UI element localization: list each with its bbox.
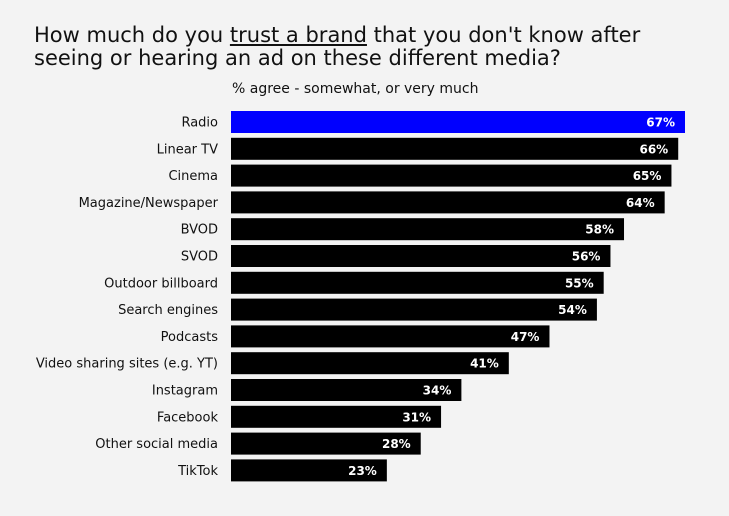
bar-facebook	[231, 405, 442, 428]
category-label-podcasts: Podcasts	[161, 330, 219, 345]
category-label-video-sharing-sites-e-g-yt: Video sharing sites (e.g. YT)	[36, 357, 218, 372]
chart-title: How much do you trust a brand that you d…	[34, 24, 714, 70]
category-label-magazine-newspaper: Magazine/Newspaper	[79, 196, 219, 211]
value-label-svod: 56%	[572, 250, 601, 264]
category-label-other-social-media: Other social media	[95, 437, 218, 452]
value-label-linear-tv: 66%	[639, 142, 668, 156]
value-label-video-sharing-sites-e-g-yt: 41%	[470, 357, 499, 371]
title-text-2: that you don't know after seeing or hear…	[34, 23, 641, 70]
value-label-cinema: 65%	[633, 169, 662, 183]
category-label-cinema: Cinema	[168, 169, 218, 184]
bar-instagram	[231, 379, 462, 401]
bar-tiktok	[231, 459, 387, 482]
value-label-other-social-media: 28%	[382, 437, 411, 451]
value-label-outdoor-billboard: 55%	[565, 276, 594, 290]
value-label-search-engines: 54%	[558, 303, 587, 317]
title-text-1: How much do you	[34, 23, 230, 47]
title-emphasis: trust a brand	[229, 23, 367, 47]
category-label-outdoor-billboard: Outdoor billboard	[104, 276, 218, 291]
category-label-bvod: BVOD	[181, 223, 218, 238]
bar-linear-tv	[231, 137, 679, 160]
bar-radio	[231, 111, 685, 133]
bar-cinema	[231, 164, 672, 187]
category-label-svod: SVOD	[181, 250, 218, 265]
value-label-podcasts: 47%	[511, 330, 540, 344]
bar-outdoor-billboard	[231, 271, 604, 294]
bar-search-engines	[231, 298, 597, 321]
category-label-search-engines: Search engines	[118, 303, 218, 318]
bar-other-social-media	[231, 432, 421, 455]
category-label-facebook: Facebook	[157, 410, 219, 425]
bar-bvod	[231, 218, 625, 241]
category-label-radio: Radio	[181, 116, 218, 131]
category-label-tiktok: TikTok	[177, 464, 218, 479]
bar-video-sharing-sites-e-g-yt	[231, 352, 509, 375]
value-label-magazine-newspaper: 64%	[626, 196, 655, 210]
value-label-bvod: 58%	[585, 223, 614, 237]
value-label-tiktok: 23%	[348, 464, 377, 478]
value-label-facebook: 31%	[402, 410, 431, 424]
value-label-radio: 67%	[646, 116, 675, 130]
bar-magazine-newspaper	[231, 191, 665, 214]
bar-svod	[231, 245, 611, 267]
category-label-linear-tv: Linear TV	[157, 142, 218, 157]
category-label-instagram: Instagram	[152, 384, 218, 399]
chart-subtitle: % agree - somewhat, or very much	[232, 81, 479, 97]
bar-podcasts	[231, 325, 550, 348]
value-label-instagram: 34%	[423, 384, 452, 398]
